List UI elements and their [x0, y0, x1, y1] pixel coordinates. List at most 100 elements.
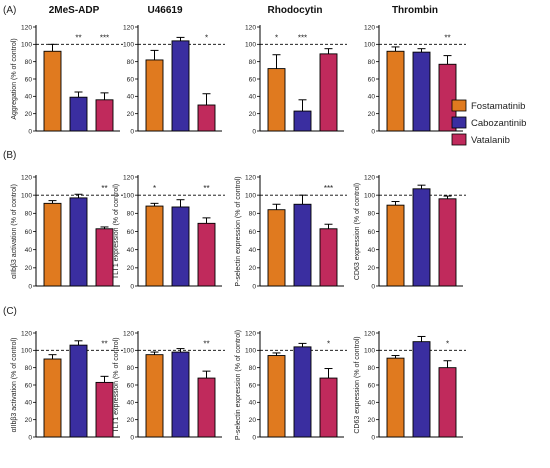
- subplot-b-u46619: TLT1 expression (% of control) 0 20 40 60 80 1…: [113, 174, 225, 290]
- plots: Aggregation (% of control) 0 20 40 60 80 100 12…: [11, 24, 466, 441]
- y-tick-label: 100: [364, 348, 375, 355]
- y-tick-label: 60: [127, 229, 135, 236]
- y-axis-label: P-selectin expression (% of control): [235, 176, 242, 286]
- significance-label: ***: [298, 33, 307, 42]
- y-tick-label: 60: [249, 229, 257, 236]
- bar-vatalanib: [438, 198, 457, 287]
- bar-cabozantinib: [293, 203, 312, 287]
- panel-label-c: (C): [3, 306, 17, 317]
- bar-fostamatinib: [267, 68, 286, 132]
- y-tick-label: 100: [21, 192, 32, 199]
- y-tick-label: 80: [127, 211, 135, 218]
- bar-vatalanib: [95, 228, 114, 287]
- y-tick-label: 120: [123, 174, 134, 181]
- y-tick-label: 0: [371, 283, 375, 290]
- y-tick-label: 40: [368, 400, 376, 407]
- bar-fostamatinib: [43, 358, 62, 438]
- y-tick-label: 20: [25, 111, 33, 118]
- legend-swatch-fostamatinib: [451, 99, 467, 112]
- y-tick-label: 20: [368, 265, 376, 272]
- legend-swatch-vatalanib: [451, 133, 467, 146]
- y-tick-label: 120: [21, 24, 32, 31]
- y-tick-label: 20: [127, 417, 135, 424]
- y-axis-label: αIIbβ3 activation (% of control): [11, 338, 18, 433]
- significance-label: *: [205, 33, 208, 42]
- bar-vatalanib: [319, 377, 338, 438]
- significance-label: ***: [100, 33, 109, 42]
- y-tick-label: 120: [123, 24, 134, 31]
- bar-cabozantinib: [69, 344, 88, 438]
- y-tick-label: 20: [368, 417, 376, 424]
- y-tick-label: 100: [21, 348, 32, 355]
- y-tick-label: 120: [364, 330, 375, 337]
- y-axis-label: Aggregation (% of control): [11, 38, 18, 119]
- y-tick-label: 80: [368, 365, 376, 372]
- bar-cabozantinib: [69, 197, 88, 287]
- bar-vatalanib: [197, 104, 216, 132]
- y-axis-label: P-selectin expression (% of control): [235, 330, 242, 440]
- bar-fostamatinib: [145, 354, 164, 438]
- y-tick-label: 100: [123, 192, 134, 199]
- y-tick-label: 80: [249, 365, 257, 372]
- y-tick-label: 60: [368, 76, 376, 83]
- column-title-2mes-adp: 2MeS-ADP: [49, 5, 100, 16]
- bar-cabozantinib: [412, 188, 431, 287]
- y-tick-label: 40: [25, 94, 33, 101]
- bar-cabozantinib: [171, 351, 190, 438]
- y-tick-label: 100: [21, 42, 32, 49]
- subplot-c-thrombin: CD63 expression (% of control) 0 20 40 60 80 1…: [354, 330, 466, 441]
- bar-cabozantinib: [293, 110, 312, 132]
- significance-label: **: [75, 33, 81, 42]
- significance-label: **: [101, 339, 107, 348]
- subplot-c-rhodocytin: P-selectin expression (% of control) 0 20 4…: [235, 330, 347, 441]
- bar-cabozantinib: [171, 40, 190, 132]
- y-tick-label: 80: [25, 211, 33, 218]
- subplot-a-thrombin: 0 20 40 60 80 100 120 **: [364, 24, 466, 135]
- legend-swatch-cabozantinib: [451, 116, 467, 129]
- y-tick-label: 60: [127, 76, 135, 83]
- y-tick-label: 0: [252, 283, 256, 290]
- y-tick-label: 40: [127, 94, 135, 101]
- y-tick-label: 100: [123, 42, 134, 49]
- bar-vatalanib: [95, 381, 114, 438]
- bar-vatalanib: [197, 222, 216, 287]
- bar-fostamatinib: [43, 50, 62, 132]
- subplot-a-2mes-adp: Aggregation (% of control) 0 20 40 60 80 100 12…: [11, 24, 123, 135]
- y-tick-label: 40: [249, 94, 257, 101]
- y-axis-label: CD63 expression (% of control): [354, 183, 361, 280]
- bar-cabozantinib: [412, 51, 431, 132]
- panel-letters: (A) (B) (C): [3, 5, 17, 317]
- y-tick-label: 40: [249, 247, 257, 254]
- panel-label-a: (A): [3, 5, 16, 16]
- y-tick-label: 80: [127, 365, 135, 372]
- significance-label: *: [153, 184, 156, 193]
- subplot-b-thrombin: CD63 expression (% of control) 0 20 40 60 80 1…: [354, 174, 466, 290]
- y-tick-label: 40: [249, 400, 257, 407]
- y-tick-label: 120: [245, 330, 256, 337]
- y-tick-label: 20: [249, 265, 257, 272]
- y-tick-label: 120: [245, 24, 256, 31]
- bar-vatalanib: [319, 53, 338, 132]
- y-tick-label: 20: [25, 265, 33, 272]
- bar-fostamatinib: [267, 209, 286, 287]
- legend: Fostamatinib Cabozantinib Vatalanib: [451, 99, 526, 146]
- y-tick-label: 100: [245, 192, 256, 199]
- bar-fostamatinib: [267, 355, 286, 438]
- y-axis-label: αIIbβ3 activation (% of control): [11, 184, 18, 279]
- subplot-c-u46619: TLT1 expression (% of control) 0 20 40 60 80 1…: [113, 330, 225, 441]
- y-tick-label: 20: [25, 417, 33, 424]
- significance-label: *: [275, 33, 278, 42]
- y-tick-label: 120: [364, 174, 375, 181]
- y-axis-label: TLT1 expression (% of control): [113, 184, 120, 279]
- significance-label: **: [101, 184, 107, 193]
- y-tick-label: 80: [25, 365, 33, 372]
- y-tick-label: 100: [364, 42, 375, 49]
- y-tick-label: 40: [25, 400, 33, 407]
- y-tick-label: 20: [368, 111, 376, 118]
- y-tick-label: 100: [123, 348, 134, 355]
- y-tick-label: 80: [368, 59, 376, 66]
- bar-vatalanib: [197, 377, 216, 438]
- bar-cabozantinib: [171, 206, 190, 287]
- y-tick-label: 120: [21, 174, 32, 181]
